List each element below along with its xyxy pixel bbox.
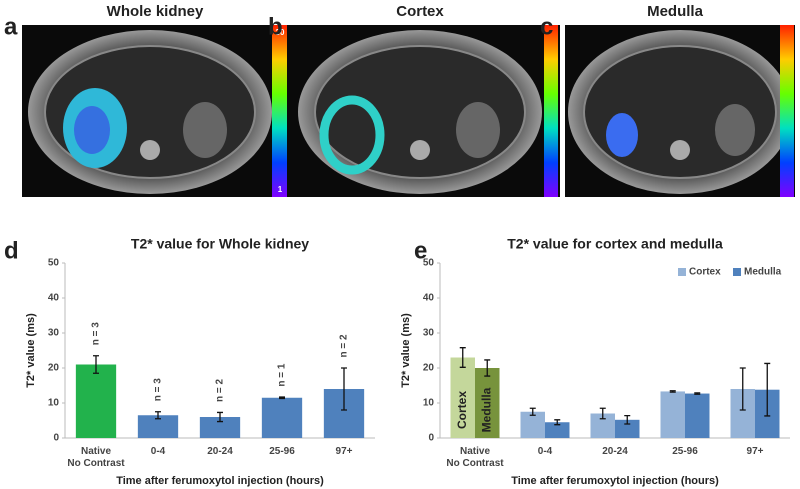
chart-title: T2* value for cortex and medulla	[507, 236, 723, 252]
panel-letter: d	[4, 237, 19, 264]
annotation: n = 3	[91, 322, 102, 346]
bar	[545, 422, 570, 438]
y-tick-label: 30	[423, 328, 435, 339]
error-bar	[484, 359, 491, 377]
error-bar	[554, 419, 561, 426]
x-tick-label: Native No Contrast	[67, 446, 125, 469]
annotation: n = 2	[339, 334, 350, 358]
y-tick-label: 50	[423, 258, 435, 269]
panel-letter: c	[540, 13, 553, 40]
mri-b	[290, 25, 560, 197]
chart-title: T2* value for Whole kidney	[131, 236, 309, 252]
colorbar-label: 30	[276, 28, 285, 37]
x-tick-label: 25-96	[269, 446, 295, 457]
y-tick-label: 0	[53, 433, 59, 444]
annotation: n = 3	[153, 378, 164, 402]
panel-title: Cortex	[396, 3, 444, 20]
annotation: n = 1	[277, 363, 288, 387]
x-tick-label: 97+	[747, 446, 764, 457]
annotation: n = 2	[215, 378, 226, 402]
x-tick-label: 97+	[336, 446, 353, 457]
legend-label: Cortex	[689, 267, 721, 278]
legend-swatch	[733, 268, 741, 276]
bar-inner-label: Medulla	[479, 387, 493, 432]
y-tick-label: 10	[423, 398, 435, 409]
bar	[520, 411, 545, 438]
y-tick-label: 0	[428, 433, 434, 444]
error-bar	[279, 396, 285, 400]
bar	[199, 417, 241, 438]
error-bar	[624, 414, 631, 425]
y-axis-label: T2* value (ms)	[400, 313, 412, 388]
error-bar	[529, 407, 536, 416]
bar-inner-label: Cortex	[455, 391, 469, 429]
legend-label: Medulla	[744, 267, 782, 278]
x-axis-label: Time after ferumoxytol injection (hours)	[116, 475, 324, 487]
error-bar	[217, 411, 223, 423]
bar	[615, 419, 640, 438]
legend-swatch	[678, 268, 686, 276]
x-tick-label: 0-4	[151, 446, 166, 457]
y-tick-label: 20	[423, 363, 435, 374]
mri-a	[22, 25, 290, 197]
x-tick-label: Native No Contrast	[446, 446, 504, 469]
error-bar	[599, 407, 606, 420]
error-bar	[694, 392, 701, 395]
bar	[685, 393, 710, 438]
bar	[75, 364, 117, 438]
y-axis-label: T2* value (ms)	[25, 313, 37, 388]
bar	[137, 415, 179, 438]
panel-letter: e	[414, 237, 427, 264]
panel-title: Whole kidney	[107, 3, 204, 20]
x-tick-label: 20-24	[602, 446, 628, 457]
error-bar	[669, 390, 676, 393]
y-tick-label: 20	[48, 363, 60, 374]
error-bar	[155, 411, 161, 420]
error-bar	[341, 367, 347, 411]
y-tick-label: 40	[423, 293, 435, 304]
y-tick-label: 10	[48, 398, 60, 409]
error-bar	[764, 362, 771, 417]
bar	[261, 397, 303, 438]
colorbar-label: 1	[278, 185, 283, 194]
bar	[450, 357, 475, 438]
x-tick-label: 25-96	[672, 446, 698, 457]
panel-title: Medulla	[647, 3, 703, 20]
bar	[660, 391, 685, 438]
error-bar	[739, 367, 746, 411]
x-tick-label: 0-4	[538, 446, 553, 457]
x-axis-label: Time after ferumoxytol injection (hours)	[511, 475, 719, 487]
panel-letter: b	[268, 13, 283, 40]
y-tick-label: 50	[48, 258, 60, 269]
bar	[475, 368, 500, 438]
x-tick-label: 20-24	[207, 446, 233, 457]
y-tick-label: 40	[48, 293, 60, 304]
y-tick-label: 30	[48, 328, 60, 339]
error-bar	[93, 355, 99, 374]
panel-letter: a	[4, 13, 18, 40]
mri-c	[565, 25, 795, 197]
error-bar	[459, 347, 466, 368]
